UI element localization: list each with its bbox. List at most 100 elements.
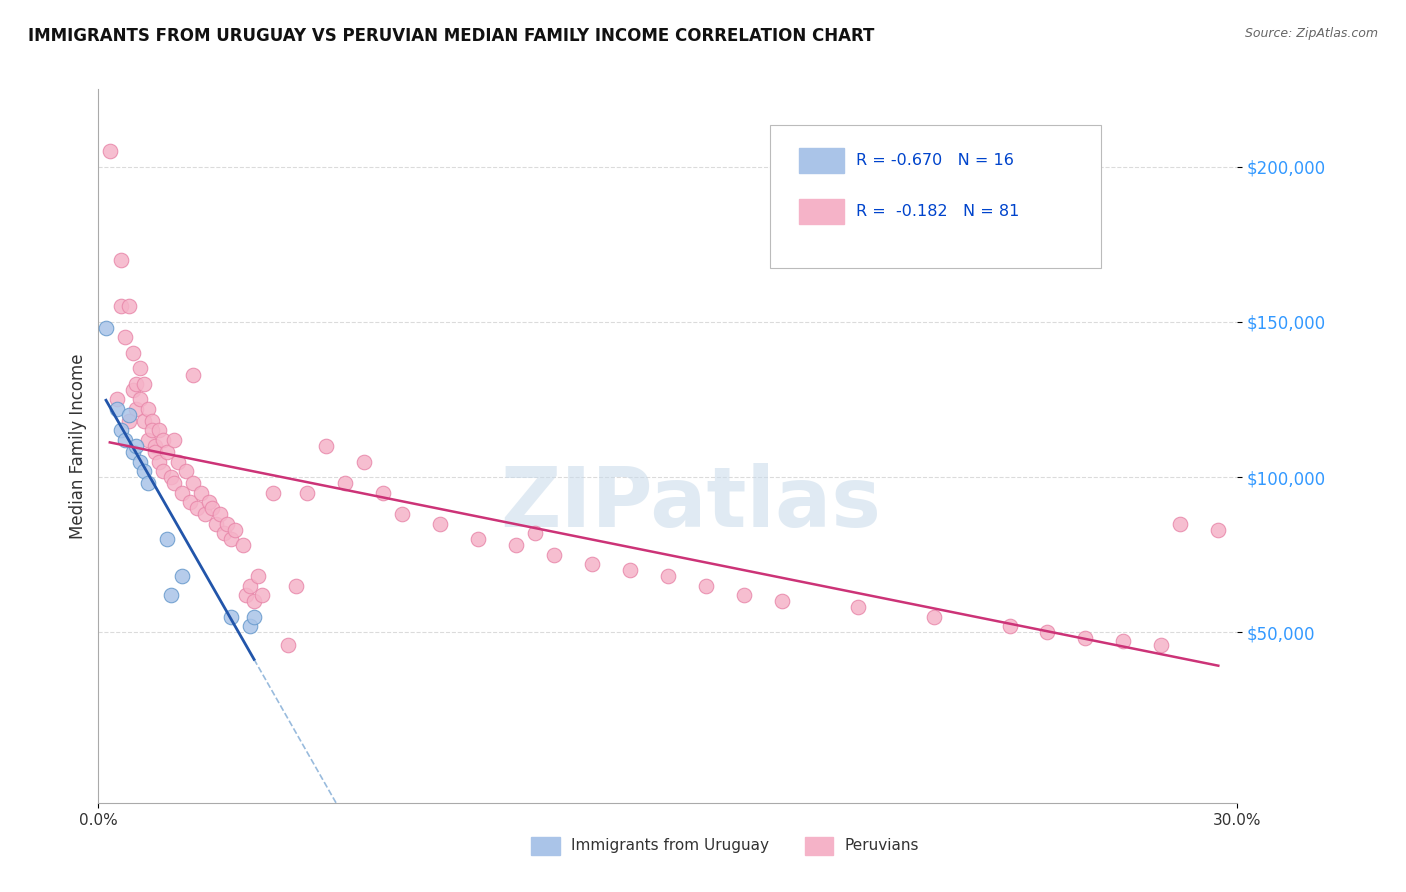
Point [371,485,394,500]
Point [156,532,179,546]
Point [315,439,337,453]
Point [132,414,155,428]
Point [190,485,212,500]
Text: IMMIGRANTS FROM URUGUAY VS PERUVIAN MEDIAN FAMILY INCOME CORRELATION CHART: IMMIGRANTS FROM URUGUAY VS PERUVIAN MEDI… [28,27,875,45]
Point [118,299,141,313]
Point [429,516,451,531]
Point [657,569,679,583]
Point [998,619,1021,633]
Bar [804,837,832,855]
Point [1208,523,1230,537]
Point [148,424,170,438]
Point [118,408,141,422]
Point [125,376,148,391]
Point [1074,632,1097,646]
Point [98,145,121,159]
Point [212,525,235,540]
Point [770,594,793,608]
Point [297,485,319,500]
Point [243,594,266,608]
Text: Peruvians: Peruvians [845,838,920,853]
Point [163,433,186,447]
Bar [799,199,845,224]
Point [695,579,717,593]
Point [246,569,269,583]
Point [224,523,246,537]
Point [524,525,547,540]
Point [136,401,159,416]
Point [1112,634,1135,648]
Point [205,516,228,531]
Point [107,392,129,407]
Point [262,485,284,500]
Text: Source: ZipAtlas.com: Source: ZipAtlas.com [1244,27,1378,40]
Text: R =  -0.182   N = 81: R = -0.182 N = 81 [856,204,1019,219]
Point [243,609,266,624]
Point [221,532,243,546]
Point [335,476,357,491]
Point [733,588,755,602]
Point [148,454,170,468]
Point [277,638,299,652]
Point [136,433,159,447]
Point [239,579,262,593]
Point [232,538,254,552]
Point [132,464,155,478]
Point [543,548,565,562]
Point [179,495,201,509]
Point [145,439,167,453]
Point [467,532,489,546]
Point [208,508,231,522]
Point [284,579,307,593]
Point [183,368,205,382]
Point [194,508,217,522]
Point [1036,625,1059,640]
Point [1170,516,1192,531]
Point [129,361,152,376]
Bar [799,148,845,173]
Point [118,414,141,428]
Point [136,476,159,491]
Point [107,401,129,416]
Point [159,470,181,484]
Point [121,445,143,459]
Point [110,424,132,438]
Point [121,383,143,397]
Point [110,299,132,313]
Point [114,330,136,344]
Point [141,414,163,428]
Point [197,495,219,509]
Point [183,476,205,491]
Point [922,609,945,624]
Point [505,538,527,552]
Point [201,501,224,516]
Text: R = -0.670   N = 16: R = -0.670 N = 16 [856,153,1014,168]
Point [581,557,603,571]
Point [159,588,181,602]
Point [846,600,869,615]
FancyBboxPatch shape [770,125,1101,268]
Point [152,464,174,478]
Bar [531,837,560,855]
Point [125,401,148,416]
Point [235,588,257,602]
Point [619,563,641,577]
Point [170,569,193,583]
Text: Immigrants from Uruguay: Immigrants from Uruguay [571,838,769,853]
Text: ZIPatlas: ZIPatlas [501,463,882,543]
Point [217,516,239,531]
Point [145,445,167,459]
Point [239,619,262,633]
Point [163,476,186,491]
Point [353,454,375,468]
Point [152,433,174,447]
Point [186,501,208,516]
Point [167,454,190,468]
Point [174,464,197,478]
Y-axis label: Median Family Income: Median Family Income [69,353,87,539]
Point [132,376,155,391]
Point [141,424,163,438]
Point [156,445,179,459]
Point [129,392,152,407]
Point [110,252,132,267]
